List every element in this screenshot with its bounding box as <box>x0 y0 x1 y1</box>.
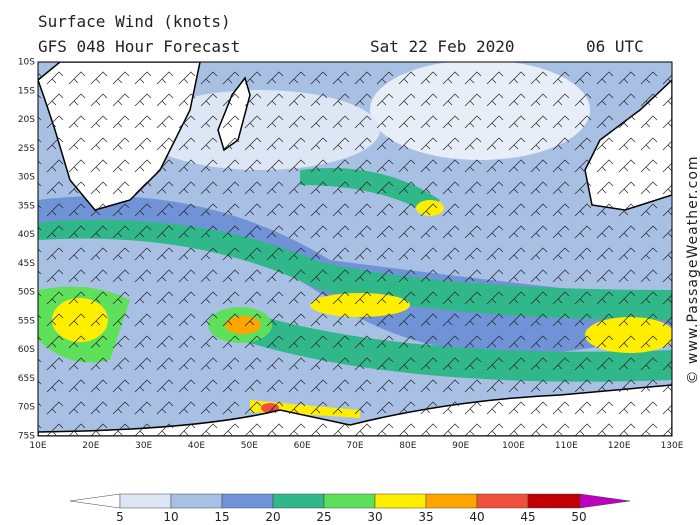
legend-label: 20 <box>265 510 280 524</box>
longitude-label: 40E <box>188 441 205 451</box>
latitude-label: 15S <box>18 86 35 96</box>
latitude-label: 20S <box>18 115 35 125</box>
longitude-label: 90E <box>452 441 469 451</box>
latitude-label: 25S <box>18 144 35 154</box>
latitude-label: 10S <box>18 58 35 68</box>
longitude-label: 50E <box>241 441 258 451</box>
latitude-label: 45S <box>18 259 35 269</box>
legend-label: 30 <box>367 510 382 524</box>
legend-label: 35 <box>418 510 433 524</box>
longitude-label: 60E <box>294 441 311 451</box>
legend-label: 50 <box>571 510 586 524</box>
longitude-label: 20E <box>82 441 99 451</box>
longitude-label: 10E <box>29 441 46 451</box>
longitude-label: 70E <box>346 441 363 451</box>
legend-label: 5 <box>116 510 124 524</box>
latitude-label: 30S <box>18 173 35 183</box>
longitude-label: 110E <box>555 441 578 451</box>
forecast-time: 06 UTC <box>586 37 644 56</box>
legend-label: 25 <box>316 510 331 524</box>
longitude-label: 30E <box>135 441 152 451</box>
longitude-labels: 10E 20E 30E 40E 50E 60E 70E 80E 90E 100E 110E 120E 1… <box>29 441 683 451</box>
latitude-label: 40S <box>18 230 35 240</box>
legend-labels: 5 10 15 20 25 30 35 40 45 50 <box>116 510 586 524</box>
legend-label: 10 <box>163 510 178 524</box>
latitude-label: 55S <box>18 316 35 326</box>
latitude-labels: 10S 15S 20S 25S 30S 35S 40S 45S 50S 55S 60S 65S 70S 7… <box>18 58 35 442</box>
latitude-label: 70S <box>18 403 35 413</box>
legend-label: 45 <box>520 510 535 524</box>
latitude-label: 60S <box>18 345 35 355</box>
wind-field <box>38 62 672 436</box>
longitude-label: 80E <box>399 441 416 451</box>
title: Surface Wind (knots) <box>38 12 231 31</box>
credit: © www.PassageWeather.com <box>685 155 700 384</box>
latitude-label: 75S <box>18 432 35 442</box>
longitude-label: 100E <box>502 441 525 451</box>
forecast-date: Sat 22 Feb 2020 <box>370 37 515 56</box>
latitude-label: 50S <box>18 288 35 298</box>
longitude-label: 130E <box>661 441 684 451</box>
latitude-label: 35S <box>18 201 35 211</box>
model-run: GFS 048 Hour Forecast <box>38 37 240 56</box>
legend-label: 15 <box>214 510 229 524</box>
color-scale <box>69 493 631 509</box>
latitude-label: 65S <box>18 374 35 384</box>
map-frame <box>37 61 673 437</box>
longitude-label: 120E <box>608 441 631 451</box>
legend-label: 40 <box>469 510 484 524</box>
